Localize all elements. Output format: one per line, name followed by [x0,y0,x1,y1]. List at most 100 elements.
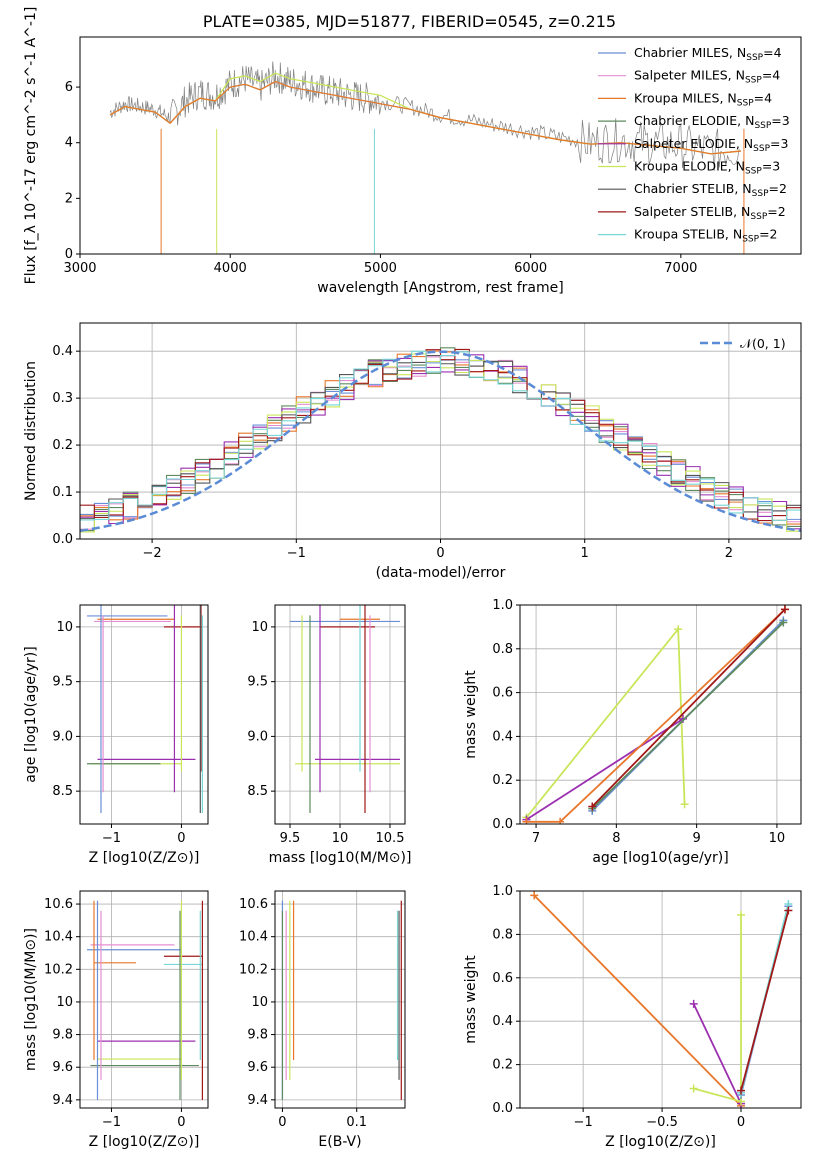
legend-entry: Kroupa STELIB, NSSP=2 [634,227,778,245]
weight-marker [689,1084,698,1093]
y-tick-label: 9.4 [247,1093,268,1108]
x-axis-label: mass [log10(M/M⊙)] [269,850,412,866]
x-tick-label: 0 [278,1115,286,1130]
weight-line [525,718,684,821]
legend-entry: Kroupa ELODIE, NSSP=3 [634,159,780,177]
y-tick-label: 0.0 [52,532,73,547]
y-tick-label: 9.8 [52,1028,73,1043]
y-tick-label: 2 [65,191,73,206]
data-spectrum-line [109,61,740,172]
y-tick-label: 0.1 [52,485,73,500]
y-tick-label: 0.0 [492,817,513,832]
weight-line [591,621,784,810]
y-tick-label: 0.2 [492,773,513,788]
y-tick-label: 10.6 [44,897,73,912]
legend-entry: Chabrier ELODIE, NSSP=3 [634,113,790,131]
x-tick-label: −1 [287,546,306,561]
x-tick-label: 7000 [664,261,697,276]
axes-frame [274,604,406,825]
y-tick-label: 4 [65,136,73,151]
axes-frame [79,36,802,255]
legend-entry: Chabrier MILES, NSSP=4 [634,45,782,63]
y-tick-label: 10 [56,620,73,635]
weight-marker [737,1086,746,1095]
legend-entry: Salpeter ELODIE, NSSP=3 [634,136,788,154]
y-tick-label: 9.8 [247,1028,268,1043]
weight-marker [556,817,565,824]
y-tick-label: 9.0 [52,729,73,744]
x-tick-label: 6000 [514,261,547,276]
y-tick-label: 0.3 [52,391,73,406]
axes-frame [79,890,209,1109]
age_vs_mass-points [290,605,400,814]
x-tick-label: 0 [737,1115,745,1130]
y-axis-label: mass [log10(M/M⊙)] [23,928,39,1071]
x-tick-label: 5000 [364,261,397,276]
legend-entry: Kroupa MILES, NSSP=4 [634,90,772,108]
x-axis-label: (data-model)/error [376,565,506,581]
y-tick-label: 9.0 [247,729,268,744]
x-tick-label: −0.5 [646,1115,678,1130]
y-tick-label: 9.5 [52,675,73,690]
legend-entry: Salpeter STELIB, NSSP=2 [634,204,786,222]
x-axis-label: wavelength [Angstrom, rest frame] [317,280,563,296]
y-tick-label: 9.4 [52,1093,73,1108]
y-tick-label: 0.8 [492,642,513,657]
weight_vs_Z-lines [530,891,793,1108]
y-tick-label: 0.6 [492,971,513,986]
legend-entry: 𝒩(0, 1) [740,336,786,351]
axes-frame [519,604,802,825]
residual-histogram [80,350,801,521]
residual-histogram [80,348,801,522]
y-tick-label: 8.5 [52,784,73,799]
x-tick-label: −1 [574,1115,593,1130]
x-tick-label: 10 [332,831,349,846]
x-tick-label: 2 [725,546,733,561]
y-tick-label: 6 [65,80,73,95]
y-tick-label: 0.8 [492,927,513,942]
x-tick-label: 0.1 [346,1115,367,1130]
y-tick-label: 10.4 [44,930,73,945]
x-tick-label: 9.5 [280,831,301,846]
axes-frame [274,890,406,1109]
mass_vs_Z-points [86,900,204,1100]
y-tick-label: 0.4 [52,344,73,359]
weight-marker [588,802,597,811]
weight-marker [680,800,689,809]
y-tick-label: 0.4 [492,1014,513,1029]
x-axis-label: age [log10(age/yr)] [592,850,728,866]
spectrum-plot [109,61,745,254]
y-tick-label: 10.2 [239,962,268,977]
x-tick-label: 3000 [63,261,96,276]
y-tick-label: 0.4 [492,729,513,744]
x-tick-label: −1 [102,1115,121,1130]
x-tick-label: −1 [102,831,121,846]
weight-marker [522,817,531,824]
axes-frame [79,604,209,825]
y-tick-label: 10 [56,995,73,1010]
y-axis-label: mass weight [463,955,479,1044]
y-tick-label: 9.6 [52,1060,73,1075]
model-spectrum-line [109,80,741,155]
y-axis-label: mass weight [463,670,479,759]
y-axis-label: Flux [f_λ 10^-17 erg cm^-2 s^-1 A^-1] [23,7,39,285]
y-tick-label: 9.5 [247,675,268,690]
x-axis-label: E(B-V) [318,1134,361,1150]
weight-marker [530,891,539,900]
y-tick-label: 0.2 [492,1058,513,1073]
y-tick-label: 8.5 [247,784,268,799]
gaussian-curve [80,350,801,533]
axes-frame [79,322,802,540]
weight-marker [780,605,789,614]
age_vs_Z-points [86,605,204,814]
y-tick-label: 10.4 [239,930,268,945]
y-tick-label: 0 [65,247,73,262]
y-tick-label: 10 [251,620,268,635]
x-axis-label: Z [log10(Z/Z⊙)] [89,1134,200,1150]
weight-line [533,894,742,1107]
x-tick-label: 8 [612,831,620,846]
y-tick-label: 0.6 [492,686,513,701]
weight-line [740,910,790,1091]
legend-entry: Salpeter MILES, NSSP=4 [634,68,780,86]
